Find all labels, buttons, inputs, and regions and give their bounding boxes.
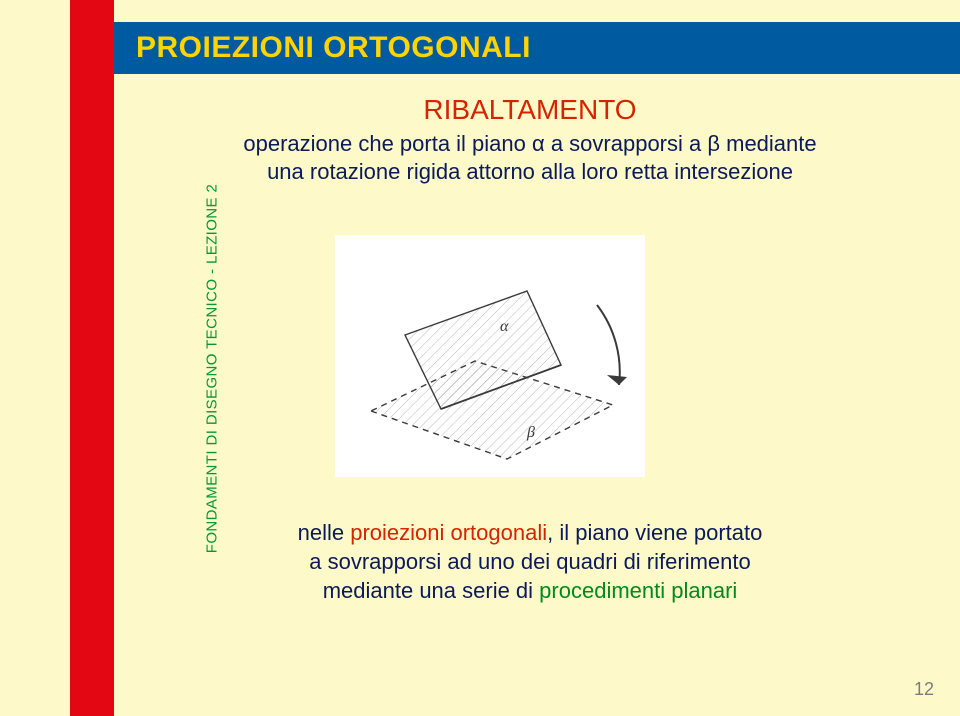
- lower-line-3-pre: mediante una serie di: [323, 578, 539, 603]
- rotation-arc: [597, 305, 620, 385]
- slide: FONDAMENTI DI DISEGNO TECNICO - LEZIONE …: [0, 0, 960, 716]
- lower-line-1-highlight: proiezioni ortogonali: [350, 520, 547, 545]
- ribaltamento-diagram: α β: [335, 235, 645, 477]
- page-title: PROIEZIONI ORTOGONALI: [136, 31, 531, 65]
- lower-line-1-post: , il piano viene portato: [547, 520, 762, 545]
- label-alpha: α: [500, 318, 509, 335]
- diagram-svg: α β: [335, 235, 645, 477]
- lower-line-2: a sovrapporsi ad uno dei quadri di rifer…: [170, 547, 890, 576]
- label-beta: β: [526, 424, 535, 441]
- description-line-2: una rotazione rigida attorno alla loro r…: [170, 158, 890, 186]
- title-band: PROIEZIONI ORTOGONALI: [114, 22, 960, 74]
- page-number: 12: [914, 679, 934, 700]
- lower-line-1: nelle proiezioni ortogonali, il piano vi…: [170, 518, 890, 547]
- description-line-1: operazione che porta il piano α a sovrap…: [170, 130, 890, 158]
- subtitle: RIBALTAMENTO: [170, 94, 890, 126]
- rotation-arrow-head: [607, 375, 627, 385]
- lower-line-1-pre: nelle: [298, 520, 351, 545]
- sidebar-red-bar: [70, 0, 114, 716]
- lower-line-3: mediante una serie di procedimenti plana…: [170, 576, 890, 605]
- sidebar-label: FONDAMENTI DI DISEGNO TECNICO - LEZIONE …: [203, 184, 220, 554]
- content-area: RIBALTAMENTO operazione che porta il pia…: [170, 94, 890, 186]
- lower-text-block: nelle proiezioni ortogonali, il piano vi…: [170, 518, 890, 605]
- lower-line-3-highlight: procedimenti planari: [539, 578, 737, 603]
